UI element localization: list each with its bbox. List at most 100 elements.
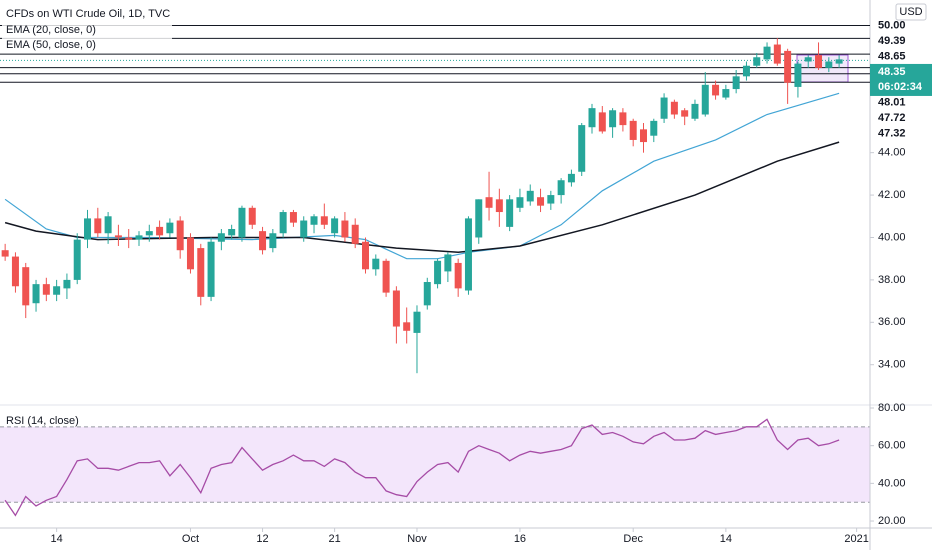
candle-body — [84, 218, 92, 240]
legend-bg — [2, 5, 172, 51]
candle-body — [22, 267, 30, 306]
candle-body — [670, 101, 678, 115]
countdown: 06:02:34 — [878, 81, 923, 93]
rsi-y-tick-label: 20.00 — [878, 515, 906, 527]
candle-body — [310, 216, 318, 225]
currency-box — [895, 3, 927, 21]
last-price-box — [870, 63, 932, 96]
candle-body — [753, 57, 761, 66]
candle-body — [279, 212, 287, 234]
candle-body — [691, 103, 699, 119]
currency: USD — [899, 6, 922, 18]
candle-body — [341, 220, 349, 238]
x-tick-label: 2021 — [844, 533, 868, 545]
candle-body — [732, 76, 740, 90]
candle-body — [773, 44, 781, 64]
level-label: 48.65 — [878, 50, 906, 62]
candle-body — [11, 256, 19, 287]
candle-body — [547, 195, 555, 204]
x-tick-label: 21 — [328, 533, 340, 545]
level-label: 47.72 — [878, 112, 906, 124]
legend-ema20: EMA (20, close, 0) — [6, 24, 96, 36]
candle-body — [722, 89, 730, 98]
candle-body — [701, 84, 709, 115]
candle-body — [42, 284, 50, 295]
candle-body — [269, 233, 277, 249]
candle-body — [53, 286, 61, 295]
candle-body — [495, 199, 503, 213]
level-label: 48.01 — [878, 96, 906, 108]
candle-body — [639, 129, 647, 143]
candle-body — [351, 224, 359, 244]
level-label: 47.32 — [878, 127, 906, 139]
candle-body — [382, 260, 390, 293]
candle-body — [619, 112, 627, 126]
drawn-rectangle — [796, 54, 849, 83]
candle-body — [238, 207, 246, 238]
candle-body — [815, 55, 823, 68]
candle-body — [145, 231, 153, 236]
level-label: 49.39 — [878, 35, 906, 47]
candle-body — [609, 110, 617, 128]
candle-body — [537, 197, 545, 206]
candle-body — [598, 112, 606, 132]
x-tick-label: Dec — [623, 533, 643, 545]
candle-body — [650, 120, 658, 136]
legend-ema50: EMA (50, close, 0) — [6, 39, 96, 51]
level-label: 50.00 — [878, 19, 906, 31]
candle-body — [567, 173, 575, 183]
candle-body — [464, 218, 472, 291]
y-tick-label: 44.00 — [878, 147, 906, 159]
candle-body — [629, 120, 637, 140]
rsi-title: RSI (14, close) — [6, 415, 79, 427]
candle-body — [135, 235, 143, 240]
y-tick-label: 38.00 — [878, 274, 906, 286]
rsi-line — [4, 418, 840, 517]
x-tick-label: Nov — [407, 533, 427, 545]
candle-body — [763, 46, 771, 60]
candle-body — [578, 125, 586, 172]
x-tick-label: 16 — [514, 533, 526, 545]
candle-body — [557, 180, 565, 196]
candle-body — [444, 254, 452, 272]
candle-body — [63, 279, 71, 289]
x-tick-label: 12 — [256, 533, 268, 545]
candle-body — [423, 282, 431, 306]
x-tick-label: Oct — [182, 533, 199, 545]
candle-body — [217, 233, 225, 242]
candle-body — [176, 220, 184, 251]
candle-body — [485, 197, 493, 208]
rsi-y-tick-label: 80.00 — [878, 402, 906, 414]
candle-body — [94, 218, 102, 234]
candle-body — [331, 218, 339, 234]
candle-body — [166, 222, 174, 234]
candle-body — [289, 212, 297, 223]
candle-body — [156, 226, 164, 236]
y-tick-label: 36.00 — [878, 316, 906, 328]
x-tick-label: 14 — [51, 533, 63, 545]
candle-body — [516, 197, 524, 208]
candle-body — [104, 216, 112, 234]
candle-body — [32, 284, 40, 304]
candle-body — [259, 231, 267, 251]
candle-body — [320, 216, 328, 225]
candle-body — [526, 190, 534, 202]
y-tick-label: 34.00 — [878, 359, 906, 371]
candle-body — [712, 84, 720, 96]
candle-body — [804, 57, 812, 62]
rsi-band-layer — [0, 426, 870, 503]
candle-body — [681, 110, 689, 117]
y-tick-label: 40.00 — [878, 231, 906, 243]
candle-body — [660, 97, 668, 119]
candle-body — [114, 235, 122, 238]
candle-body — [475, 199, 483, 238]
candle-body — [835, 59, 843, 64]
candle-body — [588, 108, 596, 128]
last-price-label: 48.35 — [878, 66, 906, 78]
candle-body — [784, 50, 792, 83]
x-tick-label: 14 — [720, 533, 732, 545]
rsi-y-tick-label: 60.00 — [878, 440, 906, 452]
candle-body — [403, 322, 411, 331]
candle-body — [1, 250, 9, 257]
